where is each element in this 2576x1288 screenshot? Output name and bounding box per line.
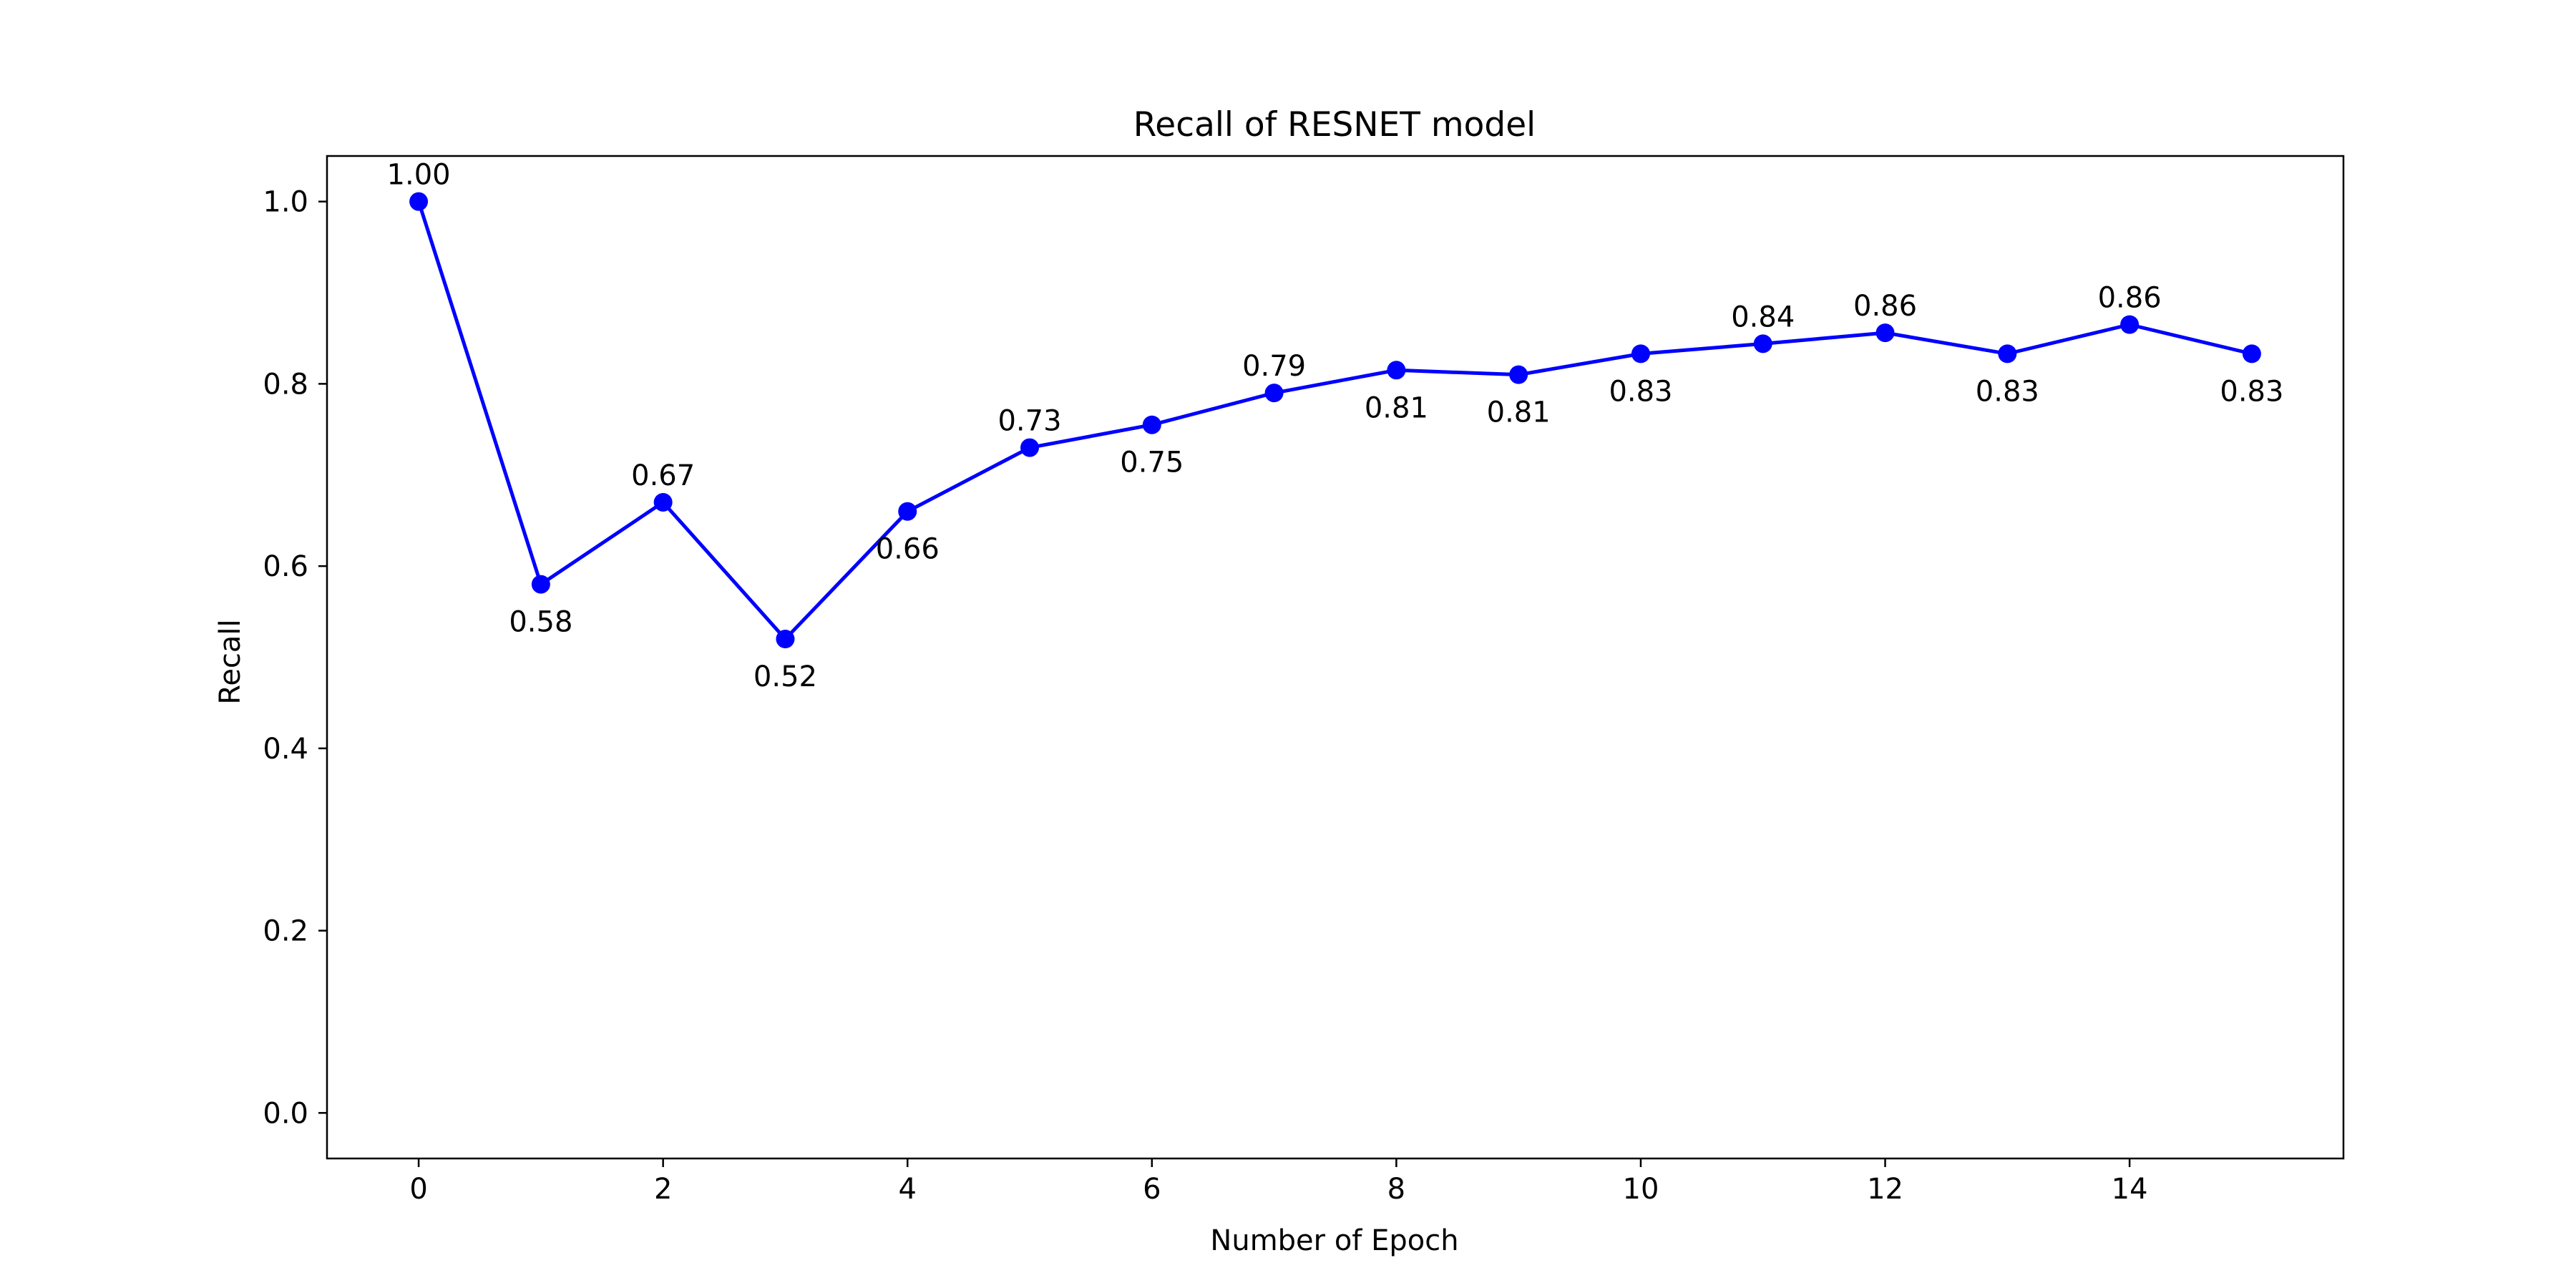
x-tick-label: 6 (1143, 1173, 1161, 1206)
data-label: 0.86 (1853, 290, 1917, 323)
data-label: 0.79 (1242, 350, 1306, 383)
x-tick-label: 4 (899, 1173, 917, 1206)
y-tick-label: 0.2 (263, 915, 308, 948)
data-point (1387, 361, 1406, 380)
plot-area: 1.00 0.58 0.67 0.52 0.66 0.73 0.75 0.79 0.81 0.81… (387, 159, 2284, 693)
x-tick-label: 0 (409, 1173, 427, 1206)
data-point (1875, 323, 1895, 343)
data-label: 0.73 (997, 405, 1061, 438)
x-tick-label: 8 (1387, 1173, 1405, 1206)
data-label: 0.66 (876, 533, 940, 566)
data-point (1020, 438, 1040, 457)
plot-frame (326, 155, 2345, 1160)
data-label: 0.58 (509, 606, 572, 639)
x-tick-label: 10 (1623, 1173, 1659, 1206)
data-label: 0.83 (1609, 375, 1672, 408)
y-axis-label: Recall (214, 619, 247, 704)
data-point (409, 192, 429, 211)
series-line (416, 200, 2253, 641)
x-tick-label: 2 (654, 1173, 672, 1206)
data-label: 0.81 (1365, 391, 1428, 424)
data-label: 0.84 (1731, 301, 1795, 333)
data-label: 0.81 (1487, 396, 1551, 429)
data-label: 0.86 (2098, 282, 2162, 315)
data-point (2242, 344, 2261, 364)
data-point (776, 630, 795, 649)
data-point (1264, 384, 1284, 403)
y-tick-label: 0.8 (263, 368, 308, 401)
y-tick-label: 0.4 (263, 733, 308, 766)
data-label: 0.52 (753, 660, 817, 693)
data-point (898, 502, 917, 521)
data-point (1509, 365, 1528, 384)
data-point (653, 492, 673, 512)
y-tick-label: 0.0 (263, 1097, 308, 1130)
x-tick-label: 14 (2112, 1173, 2148, 1206)
data-point (531, 575, 550, 594)
data-point (2120, 315, 2140, 334)
data-label: 1.00 (387, 159, 451, 192)
data-point (1631, 344, 1650, 364)
data-point (1142, 415, 1161, 434)
chart-title: Recall of RESNET model (1133, 105, 1536, 145)
data-point (1998, 344, 2017, 364)
data-label: 0.83 (1976, 375, 2039, 408)
x-axis-label: Number of Epoch (1210, 1224, 1458, 1257)
data-point (1753, 334, 1772, 353)
y-tick-label: 0.6 (263, 550, 308, 583)
y-tick-label: 1.0 (263, 186, 308, 219)
x-tick-label: 12 (1867, 1173, 1903, 1206)
data-label: 0.83 (2220, 375, 2283, 408)
data-label: 0.75 (1120, 447, 1184, 479)
data-label: 0.67 (631, 459, 695, 492)
